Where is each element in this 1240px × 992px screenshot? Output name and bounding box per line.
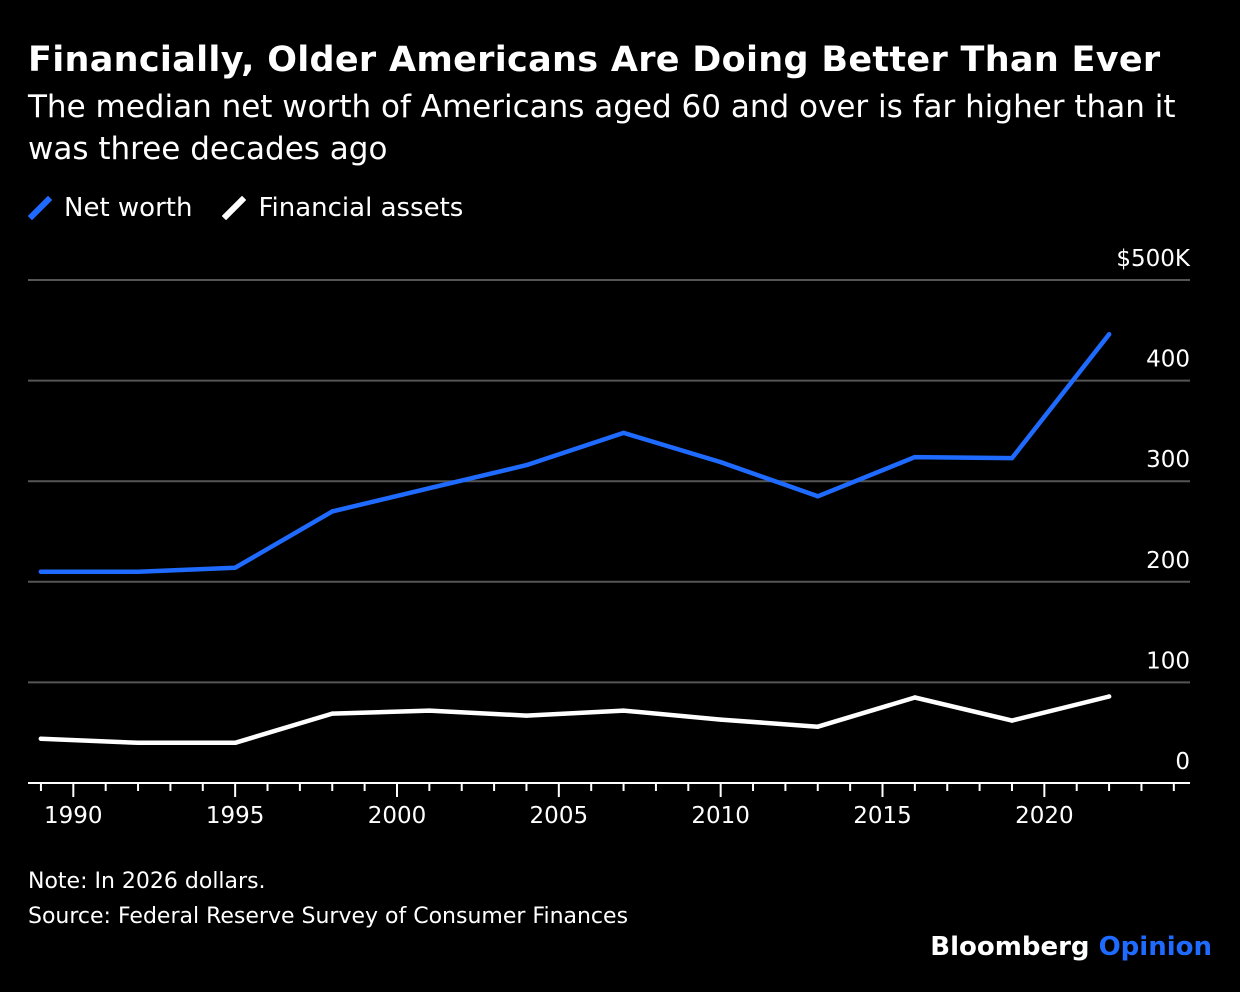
net-worth-point — [912, 454, 918, 460]
net-worth-point — [718, 459, 723, 465]
net-worth-point — [232, 565, 238, 570]
net-worth-point — [621, 430, 626, 436]
x-tick-label: 2005 — [530, 803, 589, 829]
source-text: Source: Federal Reserve Survey of Consum… — [28, 904, 629, 929]
x-tick-label: 1995 — [206, 803, 265, 829]
financial-assets-point — [912, 695, 918, 700]
legend-item-financial-assets: Financial assets — [222, 193, 463, 223]
financial-assets-point — [1009, 718, 1015, 723]
legend-label-financial-assets: Financial assets — [258, 193, 464, 223]
financial-assets-swatch-icon — [222, 196, 247, 220]
financial-assets-point — [135, 740, 141, 745]
y-tick-label: 100 — [1146, 648, 1190, 674]
legend: Net worth Financial assets — [28, 190, 493, 226]
brand-accent: Opinion — [1098, 932, 1212, 962]
net-worth-point — [330, 509, 335, 514]
x-tick-label: 2000 — [368, 803, 427, 829]
y-tick-label: 200 — [1146, 548, 1190, 574]
financial-assets-line — [38, 694, 1112, 746]
financial-assets-point — [232, 740, 238, 745]
financial-assets-point — [815, 724, 820, 729]
net-worth-point — [135, 569, 141, 574]
chart-title: Financially, Older Americans Are Doing B… — [28, 40, 1161, 80]
x-tick-label: 2010 — [691, 803, 750, 829]
legend-label-net-worth: Net worth — [64, 193, 193, 223]
x-tick-label: 1990 — [44, 803, 103, 829]
net-worth-point — [815, 494, 820, 499]
net-worth-line — [38, 332, 1112, 574]
y-tick-label: 400 — [1146, 347, 1190, 373]
financial-assets-point — [621, 708, 626, 713]
brand-name: Bloomberg — [930, 932, 1090, 962]
note-text: Note: In 2026 dollars. — [28, 869, 266, 894]
x-tick-label: 2020 — [1015, 803, 1074, 829]
net-worth-point — [38, 569, 44, 574]
net-worth-point — [427, 486, 432, 491]
y-tick-label: 0 — [1175, 749, 1190, 775]
financial-assets-point — [1106, 694, 1112, 699]
financial-assets-point — [38, 736, 44, 741]
y-tick-label: $500K — [1116, 246, 1191, 272]
brand-logo: Bloomberg Opinion — [930, 932, 1212, 962]
chart-notes: Note: In 2026 dollars. Source: Federal R… — [28, 864, 628, 934]
financial-assets-point — [427, 708, 432, 713]
net-worth-point — [524, 462, 529, 468]
net-worth-point — [1009, 455, 1015, 461]
net-worth-point — [1106, 332, 1112, 337]
net-worth-swatch-icon — [28, 196, 52, 220]
financial-assets-point — [718, 717, 723, 722]
legend-item-net-worth: Net worth — [28, 193, 192, 223]
financial-assets-point — [524, 713, 529, 718]
financial-assets-point — [330, 711, 335, 716]
line-chart: 0 100 200 300 400 $500K 1990 1995 2000 2005 2010 20… — [28, 246, 1191, 829]
x-tick-label: 2015 — [853, 803, 912, 829]
y-tick-label: 300 — [1146, 447, 1190, 473]
chart-subtitle: The median net worth of Americans aged 6… — [28, 89, 1176, 167]
